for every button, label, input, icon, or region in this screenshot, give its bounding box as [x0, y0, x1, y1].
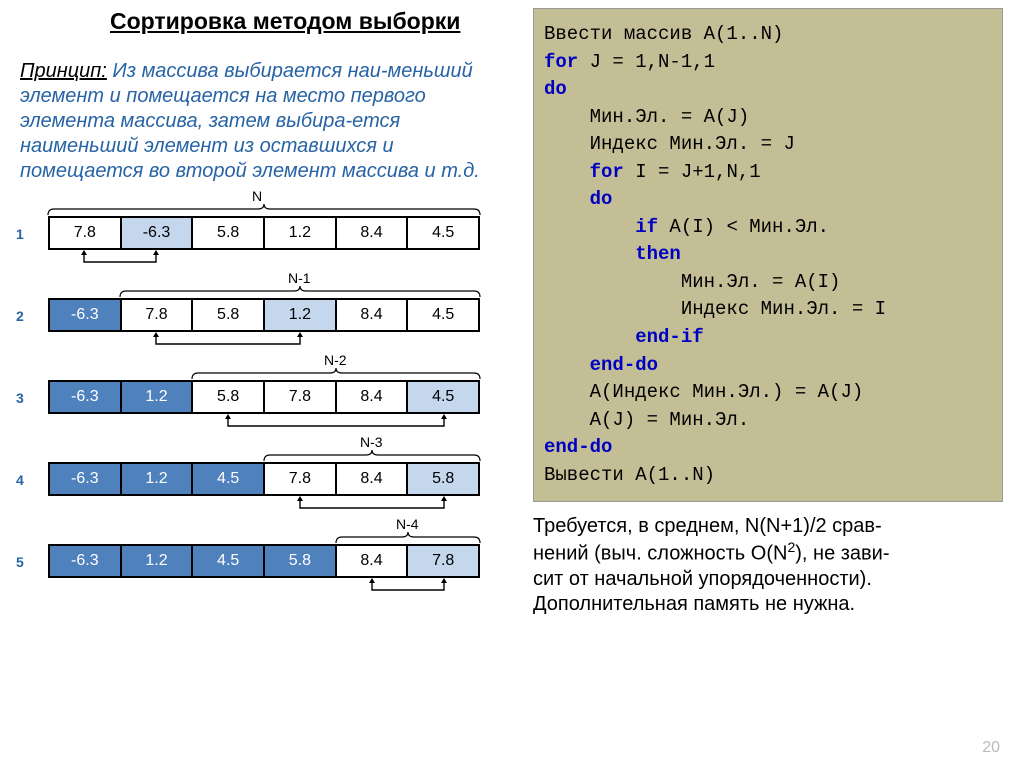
brace-label: N-4 [20, 516, 515, 532]
principle-label: Принцип: [20, 60, 107, 82]
complexity-line2b: ), не зави- [795, 543, 889, 565]
array-cell: 4.5 [193, 546, 265, 576]
array-cell: -6.3 [122, 218, 194, 248]
array-cell: 8.4 [337, 382, 409, 412]
swap-arrows [48, 578, 480, 596]
array-cell: 5.8 [193, 382, 265, 412]
complexity-line4: Дополнительная память не нужна. [533, 593, 855, 615]
brace-label: N-1 [20, 270, 515, 286]
row-number: 3 [16, 390, 24, 406]
top-brace [20, 204, 482, 216]
row-number: 2 [16, 308, 24, 324]
swap-arrows [48, 414, 480, 432]
complexity-line2a: нений (выч. сложность O(N [533, 543, 787, 565]
array-cell: 7.8 [265, 464, 337, 494]
row-number: 1 [16, 226, 24, 242]
array-cell: 8.4 [337, 546, 409, 576]
array-row: -6.37.85.81.28.44.5 [48, 298, 480, 332]
pseudocode-box: Ввести массив A(1..N) for J = 1,N-1,1 do… [533, 8, 1003, 502]
array-step: N-34-6.31.24.57.88.45.8 [20, 434, 515, 514]
top-brace [20, 368, 482, 380]
swap-arrows [48, 496, 480, 514]
array-cell: -6.3 [50, 546, 122, 576]
array-row: 7.8-6.35.81.28.44.5 [48, 216, 480, 250]
array-row: -6.31.25.87.88.44.5 [48, 380, 480, 414]
array-cell: 7.8 [50, 218, 122, 248]
array-cell: -6.3 [50, 300, 122, 330]
array-step: N-23-6.31.25.87.88.44.5 [20, 352, 515, 432]
array-cell: 4.5 [408, 218, 478, 248]
array-cell: 1.2 [122, 382, 194, 412]
array-cell: 8.4 [337, 300, 409, 330]
brace-label: N-3 [20, 434, 515, 450]
array-row: -6.31.24.55.88.47.8 [48, 544, 480, 578]
array-step: N-45-6.31.24.55.88.47.8 [20, 516, 515, 596]
array-cell: 7.8 [122, 300, 194, 330]
array-step: N17.8-6.35.81.28.44.5 [20, 188, 515, 268]
complexity-text: Требуется, в среднем, N(N+1)/2 срав- нен… [533, 514, 1003, 617]
array-cell: 1.2 [122, 464, 194, 494]
array-cell: 8.4 [337, 218, 409, 248]
top-brace [20, 286, 482, 298]
arrays-container: N17.8-6.35.81.28.44.5N-12-6.37.85.81.28.… [20, 188, 515, 596]
array-cell: 7.8 [408, 546, 478, 576]
array-cell: 5.8 [193, 218, 265, 248]
array-cell: -6.3 [50, 382, 122, 412]
array-cell: 1.2 [122, 546, 194, 576]
brace-label: N [20, 188, 515, 204]
top-brace [20, 450, 482, 462]
array-cell: 8.4 [337, 464, 409, 494]
array-cell: 7.8 [265, 382, 337, 412]
array-cell: 4.5 [193, 464, 265, 494]
swap-arrows [48, 250, 480, 268]
brace-label: N-2 [20, 352, 515, 368]
principle-text: Принцип: Из массива выбирается наи-меньш… [20, 59, 515, 184]
row-number: 5 [16, 554, 24, 570]
complexity-line3: сит от начальной упорядоченности). [533, 568, 872, 590]
row-number: 4 [16, 472, 24, 488]
complexity-line1: Требуется, в среднем, N(N+1)/2 срав- [533, 515, 882, 537]
array-cell: 1.2 [265, 218, 337, 248]
slide-title: Сортировка методом выборки [110, 8, 515, 35]
array-cell: 1.2 [265, 300, 337, 330]
array-cell: 4.5 [408, 382, 478, 412]
array-cell: 5.8 [265, 546, 337, 576]
array-step: N-12-6.37.85.81.28.44.5 [20, 270, 515, 350]
array-cell: 4.5 [408, 300, 478, 330]
swap-arrows [48, 332, 480, 350]
array-cell: 5.8 [193, 300, 265, 330]
array-cell: -6.3 [50, 464, 122, 494]
page-number: 20 [982, 739, 1000, 757]
array-cell: 5.8 [408, 464, 478, 494]
array-row: -6.31.24.57.88.45.8 [48, 462, 480, 496]
top-brace [20, 532, 482, 544]
